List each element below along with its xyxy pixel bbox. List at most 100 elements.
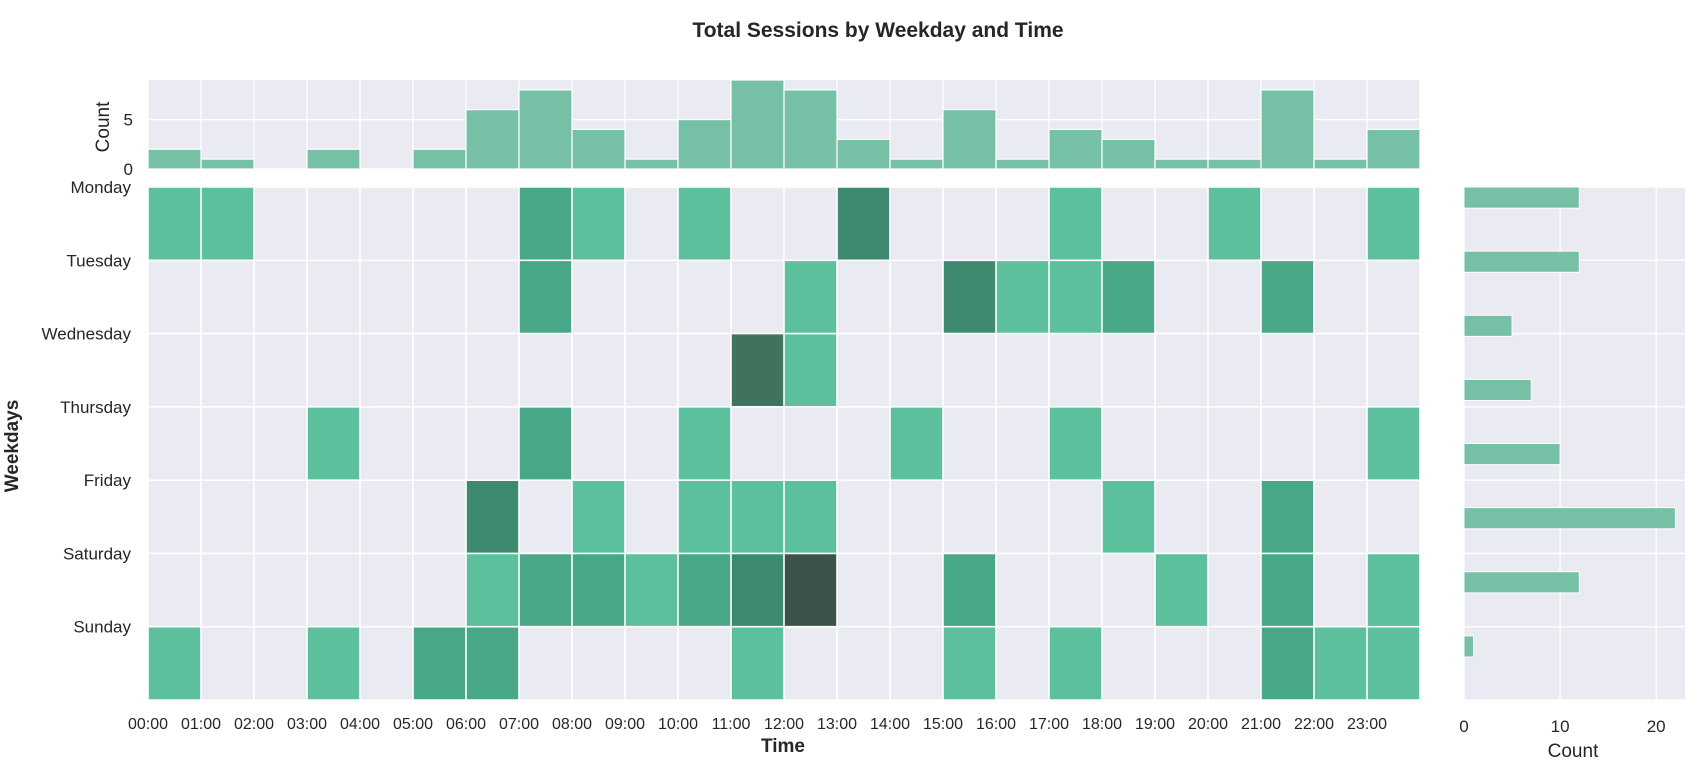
x-tick-label: 11:00 — [712, 716, 751, 733]
right-marginal-bar — [1463, 507, 1676, 530]
heatmap-cell — [201, 187, 255, 261]
top-marginal-bar — [518, 89, 573, 170]
heatmap-cell — [1049, 406, 1103, 481]
heatmap-cell — [784, 333, 838, 408]
top-marginal-bar — [412, 148, 467, 170]
heatmap-cell — [1102, 480, 1156, 554]
heatmap-cell — [784, 553, 838, 628]
main-heatmap — [147, 186, 1421, 701]
x-tick-label: 20:00 — [1188, 716, 1228, 733]
heatmap-cell — [731, 333, 785, 408]
heatmap-cell — [307, 626, 361, 701]
heatmap-cell — [731, 626, 785, 701]
heatmap-cell — [1261, 260, 1315, 335]
heatmap-cell — [1049, 626, 1103, 701]
x-tick-label: 08:00 — [552, 716, 592, 733]
heatmap-cell — [678, 406, 732, 481]
heatmap-cell — [731, 553, 785, 628]
heatmap-cell — [943, 626, 997, 701]
x-tick-label: 22:00 — [1294, 716, 1334, 733]
heatmap-cell — [837, 187, 891, 261]
heatmap-cell — [1261, 553, 1315, 628]
heatmap-cell — [625, 553, 679, 628]
right-marginal-bar — [1463, 186, 1580, 209]
top-marginal-tick-label: 5 — [124, 111, 133, 130]
x-tick-label: 07:00 — [499, 716, 539, 733]
heatmap-cell — [1261, 480, 1315, 554]
x-tick-label: 00:00 — [128, 716, 168, 733]
heatmap-cell — [1367, 553, 1421, 628]
heatmap-cell — [307, 406, 361, 481]
top-marginal-bar — [995, 158, 1050, 170]
heatmap-cell — [466, 553, 520, 628]
top-marginal-bar — [1207, 158, 1262, 170]
top-marginal-tick-label: 0 — [124, 160, 133, 179]
heatmap-cell — [731, 480, 785, 554]
top-marginal-bar — [571, 128, 626, 170]
right-marginal-bar — [1463, 378, 1532, 402]
chart-title: Total Sessions by Weekday and Time — [692, 19, 1063, 42]
top-marginal-bar — [836, 138, 891, 170]
y-tick-label: Saturday — [63, 544, 132, 563]
x-tick-label: 04:00 — [340, 716, 380, 733]
top-marginal-bar — [1260, 89, 1315, 170]
heatmap-cell — [1049, 260, 1103, 335]
top-marginal-bar — [889, 158, 944, 170]
heatmap-cell — [1367, 187, 1421, 261]
y-tick-label: Friday — [84, 471, 132, 490]
x-tick-label: 09:00 — [605, 716, 645, 733]
x-tick-label: 21:00 — [1241, 716, 1281, 733]
x-tick-label: 14:00 — [870, 716, 910, 733]
heatmap-cell — [572, 187, 626, 261]
right-marginal-tick-label: 10 — [1551, 717, 1570, 736]
top-marginal-bar — [1048, 128, 1103, 170]
x-tick-label: 17:00 — [1029, 716, 1069, 733]
heatmap-cell — [1367, 626, 1421, 701]
heatmap-cell — [678, 480, 732, 554]
top-marginal-bar — [1154, 158, 1209, 170]
heatmap-cell — [148, 187, 202, 261]
heatmap-cell — [784, 260, 838, 335]
heatmap-cell — [1261, 626, 1315, 701]
heatmap-cell — [678, 187, 732, 261]
top-marginal-y-axis-title: Count — [93, 101, 114, 152]
x-tick-label: 05:00 — [393, 716, 433, 733]
heatmap-cell — [572, 480, 626, 554]
y-axis-title: Weekdays — [2, 400, 23, 493]
y-tick-label: Tuesday — [66, 251, 131, 270]
x-tick-labels: 00:00 01:00 02:00 03:00 04:00 05:00 06:00 07:00… — [128, 716, 1387, 733]
heatmap-cell — [1049, 187, 1103, 261]
top-marginal-bar — [624, 158, 679, 170]
top-marginal-bar — [730, 79, 785, 170]
top-marginal-bar — [783, 89, 838, 170]
x-tick-label: 19:00 — [1135, 716, 1175, 733]
right-marginal-tick-label: 20 — [1647, 717, 1666, 736]
heatmap-cell — [519, 553, 573, 628]
heatmap-cell — [519, 187, 573, 261]
heatmap-cell — [1155, 553, 1209, 628]
x-tick-label: 13:00 — [817, 716, 857, 733]
x-tick-label: 18:00 — [1082, 716, 1122, 733]
right-marginal-bar — [1463, 314, 1513, 337]
top-marginal-bar — [1366, 128, 1421, 170]
y-tick-label: Thursday — [60, 398, 131, 417]
x-tick-label: 12:00 — [764, 716, 804, 733]
heatmap-cell — [996, 260, 1050, 335]
top-marginal-bar — [306, 148, 361, 170]
heatmap-cell — [943, 260, 997, 335]
right-marginal-bar — [1463, 635, 1475, 658]
right-marginal-bar — [1463, 571, 1580, 594]
y-tick-label: Monday — [71, 178, 132, 197]
top-marginal-bar — [147, 148, 202, 170]
x-tick-label: 23:00 — [1347, 716, 1387, 733]
top-marginal-bar — [677, 118, 732, 170]
right-marginal-bar — [1463, 250, 1580, 273]
heatmap-cell — [519, 406, 573, 481]
top-marginal-bar — [465, 109, 520, 170]
x-tick-label: 06:00 — [446, 716, 486, 733]
x-tick-label: 15:00 — [923, 716, 963, 733]
heatmap-cell — [572, 553, 626, 628]
heatmap-cell — [890, 406, 944, 481]
